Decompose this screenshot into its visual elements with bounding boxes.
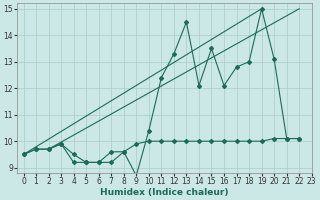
X-axis label: Humidex (Indice chaleur): Humidex (Indice chaleur)	[100, 188, 229, 197]
